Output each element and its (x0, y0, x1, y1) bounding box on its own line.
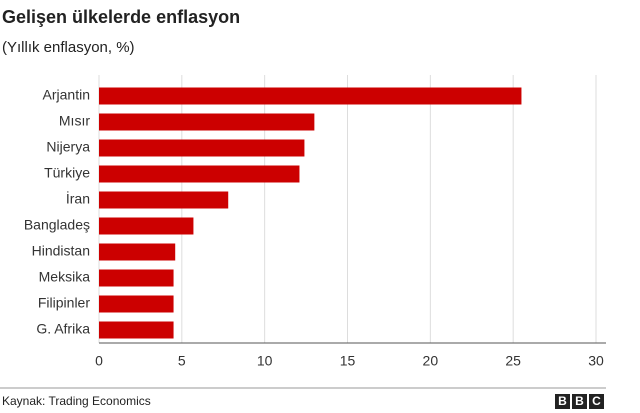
bar (99, 321, 174, 339)
x-tick-label: 20 (423, 353, 439, 369)
y-tick-label: İran (66, 190, 90, 207)
bar (99, 87, 522, 105)
chart-subtitle: (Yıllık enflasyon, %) (2, 39, 135, 56)
bar (99, 295, 174, 313)
x-tick-label: 25 (505, 353, 521, 369)
x-tick-label: 15 (340, 353, 356, 369)
y-tick-label: Filipinler (38, 295, 90, 311)
bar (99, 269, 174, 287)
logo-box (555, 394, 570, 409)
logo-letter: C (592, 394, 601, 408)
chart-title: Gelişen ülkelerde enflasyon (2, 7, 240, 27)
logo-box (572, 394, 587, 409)
x-tick-label: 5 (178, 353, 186, 369)
y-tick-label: Bangladeş (24, 217, 90, 233)
y-tick-label: Arjantin (43, 87, 90, 103)
bar (99, 191, 229, 209)
bar (99, 139, 305, 157)
bar (99, 243, 176, 261)
y-tick-label: Hindistan (32, 243, 90, 259)
y-tick-label: Türkiye (44, 165, 90, 181)
logo-letter: B (575, 394, 584, 408)
y-tick-label: Mısır (59, 113, 90, 129)
x-tick-label: 0 (95, 353, 103, 369)
bar (99, 113, 315, 131)
logo-box (589, 394, 604, 409)
source: Kaynak: Trading Economics (2, 394, 151, 408)
x-tick-label: 30 (588, 353, 604, 369)
y-tick-label: Nijerya (46, 139, 90, 155)
logo-letter: B (558, 394, 567, 408)
y-tick-label: Meksika (39, 269, 91, 285)
y-tick-label: G. Afrika (36, 321, 90, 337)
bar (99, 217, 194, 235)
bar (99, 165, 300, 183)
x-tick-label: 10 (257, 353, 273, 369)
